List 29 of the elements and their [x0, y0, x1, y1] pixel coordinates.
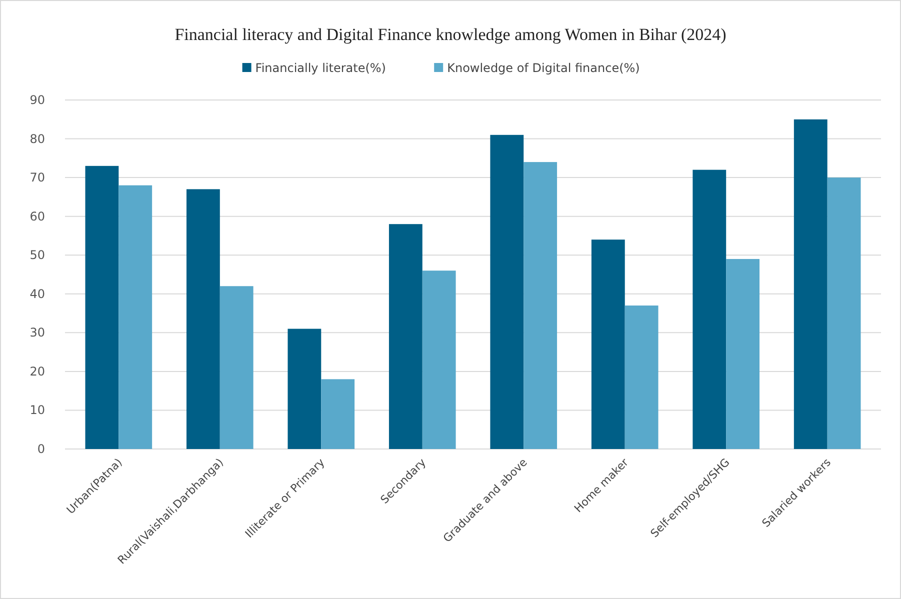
bar	[118, 185, 152, 449]
bar	[186, 189, 220, 449]
bar	[490, 134, 524, 449]
y-tick-label: 80	[30, 132, 45, 146]
y-tick-label: 10	[30, 403, 45, 418]
chart-title: Financial literacy and Digital Finance knowledge among Women in Bihar (2024)	[174, 25, 726, 44]
y-tick-label: 90	[30, 93, 45, 107]
bar	[591, 240, 625, 449]
bar	[220, 286, 254, 449]
bar	[321, 379, 355, 449]
bar	[726, 258, 760, 449]
bar	[624, 306, 658, 449]
bar	[388, 224, 422, 449]
bar	[288, 328, 322, 449]
y-tick-label: 30	[30, 326, 45, 340]
y-tick-label: 40	[30, 286, 45, 301]
legend-label: Knowledge of Digital finance(%)	[447, 61, 640, 75]
y-tick-label: 20	[30, 364, 45, 378]
bar	[827, 178, 861, 449]
bar	[524, 162, 558, 449]
legend-label: Financially literate(%)	[255, 61, 386, 75]
y-tick-label: 0	[37, 442, 45, 456]
y-tick-label: 60	[30, 209, 45, 224]
y-tick-label: 70	[30, 170, 45, 185]
bar	[794, 119, 828, 449]
bar	[692, 170, 726, 449]
bar	[85, 166, 119, 449]
bar	[422, 270, 456, 449]
y-tick-label: 50	[30, 248, 45, 262]
